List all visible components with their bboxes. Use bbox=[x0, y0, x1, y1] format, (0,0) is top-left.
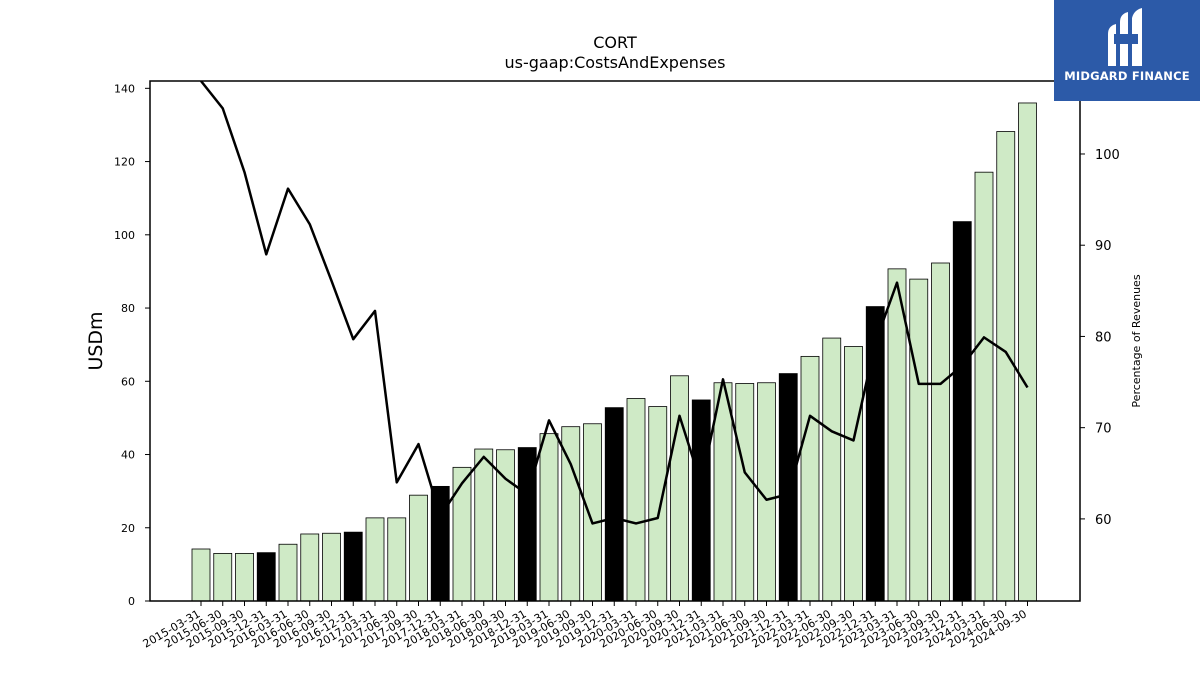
y-tick-label: 40 bbox=[121, 449, 135, 462]
logo-text: MIDGARD FINANCE bbox=[1064, 69, 1190, 83]
bar-2016-03-31 bbox=[278, 543, 298, 602]
bar-2022-06-30 bbox=[822, 337, 842, 602]
line-series bbox=[200, 81, 1029, 525]
y-tick-label: 60 bbox=[121, 375, 135, 388]
y-right-tick-label: 60 bbox=[1095, 513, 1112, 528]
bar-series bbox=[191, 102, 1037, 602]
bar-2015-12-31 bbox=[256, 552, 276, 602]
bar-2015-09-30 bbox=[235, 552, 254, 602]
brand-logo: MIDGARD FINANCE bbox=[1054, 0, 1200, 101]
y-right-tick-label: 80 bbox=[1095, 330, 1112, 345]
y-tick-label: 0 bbox=[128, 595, 135, 608]
y-right-tick-label: 70 bbox=[1095, 422, 1112, 437]
bar-2021-06-30 bbox=[735, 383, 755, 602]
bar-2023-06-30 bbox=[909, 278, 929, 602]
bar-2016-06-30 bbox=[300, 533, 320, 602]
bar-2019-09-30 bbox=[583, 423, 602, 602]
chart-title: CORT bbox=[593, 33, 637, 52]
y-tick-label: 120 bbox=[114, 156, 135, 169]
y-axis-label-right: Percentage of Revenues bbox=[1130, 274, 1143, 407]
y-ticks-left: 0 20 40 60 80 100 120 140 bbox=[114, 82, 150, 608]
bar-2019-03-31 bbox=[539, 433, 559, 602]
bar-2024-09-30 bbox=[1018, 102, 1037, 602]
bar-2018-06-30 bbox=[474, 448, 494, 602]
bar-2022-09-30 bbox=[844, 346, 863, 602]
bar-2015-03-31 bbox=[191, 548, 211, 602]
bar-2024-06-30 bbox=[996, 131, 1016, 602]
y-axis-label-left: USDm bbox=[85, 311, 107, 370]
bar-2020-09-30 bbox=[670, 375, 689, 602]
y-right-tick-label: 90 bbox=[1095, 239, 1112, 254]
bar-2018-03-31 bbox=[452, 466, 472, 602]
line-path bbox=[200, 81, 1029, 525]
bar-2023-03-31 bbox=[887, 268, 907, 602]
bar-2020-06-30 bbox=[648, 406, 668, 602]
bar-2017-03-31 bbox=[365, 517, 385, 602]
chart-subtitle: us-gaap:CostsAndExpenses bbox=[505, 53, 726, 72]
bar-2017-09-30 bbox=[409, 494, 428, 602]
y-ticks-right: 60 70 80 90 100 bbox=[1080, 148, 1120, 528]
bar-2020-03-31 bbox=[626, 398, 646, 602]
x-ticks: 2015-03-312015-06-302015-09-302015-12-31… bbox=[141, 601, 1029, 651]
logo-mark-icon bbox=[1108, 8, 1142, 66]
plot-frame bbox=[149, 80, 1081, 602]
bar-2019-12-31 bbox=[604, 407, 624, 602]
y-tick-label: 20 bbox=[121, 522, 135, 535]
y-tick-label: 80 bbox=[121, 302, 135, 315]
bar-2023-09-30 bbox=[931, 262, 950, 602]
bar-2023-12-31 bbox=[952, 221, 972, 602]
bar-2024-03-31 bbox=[974, 171, 994, 602]
bar-2020-12-31 bbox=[691, 399, 711, 602]
bar-2022-03-31 bbox=[800, 355, 820, 602]
bar-2015-06-30 bbox=[213, 552, 233, 602]
bar-2016-12-31 bbox=[343, 531, 363, 602]
y-right-tick-label: 100 bbox=[1095, 148, 1120, 163]
bar-2016-09-30 bbox=[322, 532, 341, 602]
bar-2021-12-31 bbox=[778, 373, 798, 602]
y-tick-label: 140 bbox=[114, 82, 135, 95]
bar-2022-12-31 bbox=[865, 306, 885, 602]
bar-2017-12-31 bbox=[430, 485, 450, 602]
bar-2017-06-30 bbox=[387, 517, 407, 602]
y-tick-label: 100 bbox=[114, 229, 135, 242]
